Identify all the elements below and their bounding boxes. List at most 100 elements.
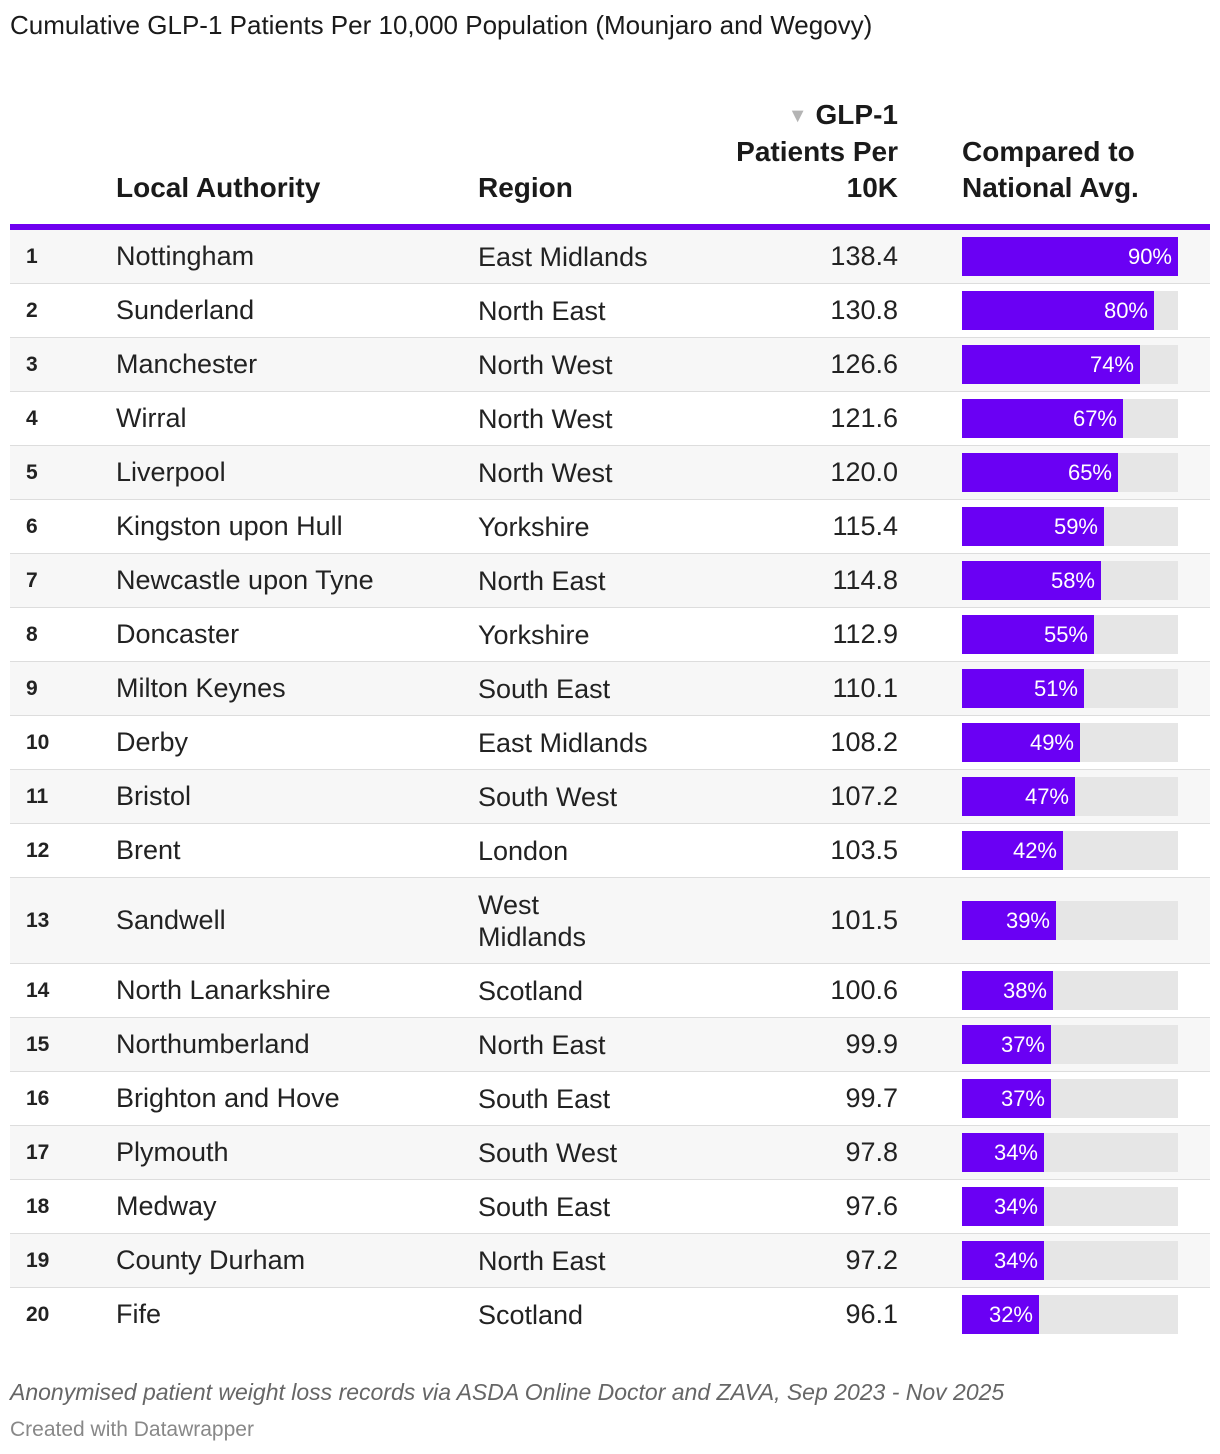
compare-bar-cell: 37% [962,1018,1178,1071]
compare-bar [962,507,1104,546]
region-cell: Scotland [478,975,584,1006]
compare-bar-label: 37% [1000,1086,1045,1111]
bar-track: 74% [962,345,1178,384]
table-row[interactable]: 16 Brighton and Hove South East 99.7 37% [10,1072,1210,1126]
table-row[interactable]: 19 County Durham North East 97.2 34% [10,1234,1210,1288]
rank-cell: 8 [26,622,38,646]
compare-bar-label: 39% [1005,908,1050,933]
column-header-local-authority[interactable]: Local Authority [116,172,321,203]
compare-bar-cell: 38% [962,964,1178,1017]
local-authority-cell: County Durham [116,1245,306,1275]
rank-cell: 3 [26,352,38,376]
glp1-value-cell: 120.0 [830,457,898,487]
compare-bar [962,1187,1044,1226]
region-cell: South East [478,1083,611,1114]
compare-bar-cell: 74% [962,338,1178,391]
compare-bar-label: 59% [1053,514,1098,539]
bar-track: 37% [962,1025,1178,1064]
bar-track: 59% [962,507,1178,546]
credit-link[interactable]: Created with Datawrapper [10,1418,254,1441]
region-cell: Yorkshire [478,619,590,650]
compare-bar [962,831,1063,870]
compare-bar-cell: 32% [962,1288,1178,1341]
compare-bar-label: 47% [1024,784,1069,809]
local-authority-cell: Manchester [116,349,258,379]
table-row[interactable]: 1 Nottingham East Midlands 138.4 90% [10,230,1210,284]
compare-bar-label: 74% [1089,352,1134,377]
rank-cell: 12 [26,838,50,862]
glp1-value-cell: 115.4 [832,511,898,541]
local-authority-cell: Bristol [116,781,192,811]
column-header-glp1-per-10k[interactable]: ▼ GLP-1 Patients Per 10K [736,97,898,206]
glp1-value-cell: 101.5 [830,905,898,935]
column-header-glp1-line3: 10K [846,172,898,203]
compare-bar-cell: 90% [962,230,1178,283]
local-authority-cell: Northumberland [116,1029,310,1059]
compare-bar [962,291,1154,330]
table-row[interactable]: 5 Liverpool North West 120.0 65% [10,446,1210,500]
table-row[interactable]: 9 Milton Keynes South East 110.1 51% [10,662,1210,716]
glp1-value-cell: 110.1 [832,673,898,703]
glp1-value-cell: 103.5 [830,835,898,865]
table-row[interactable]: 11 Bristol South West 107.2 47% [10,770,1210,824]
compare-bar-cell: 55% [962,608,1178,661]
compare-bar-cell: 65% [962,446,1178,499]
compare-bar-cell: 51% [962,662,1178,715]
table-row[interactable]: 15 Northumberland North East 99.9 37% [10,1018,1210,1072]
column-header-region[interactable]: Region [478,172,573,203]
compare-bar-cell: 49% [962,716,1178,769]
table-row[interactable]: 14 North Lanarkshire Scotland 100.6 38% [10,964,1210,1018]
bar-track: 39% [962,901,1178,940]
rank-cell: 1 [26,244,38,268]
table-row[interactable]: 4 Wirral North West 121.6 67% [10,392,1210,446]
glp1-value-cell: 97.2 [845,1245,898,1275]
region-cell: North East [478,295,606,326]
table-row[interactable]: 10 Derby East Midlands 108.2 49% [10,716,1210,770]
table-row[interactable]: 17 Plymouth South West 97.8 34% [10,1126,1210,1180]
region-cell: East Midlands [478,241,648,272]
glp1-value-cell: 99.7 [845,1083,898,1113]
table-row[interactable]: 12 Brent London 103.5 42% [10,824,1210,878]
table-row[interactable]: 13 Sandwell West Midlands 101.5 39% [10,878,1210,964]
region-cell: North West [478,457,613,488]
bar-track: 49% [962,723,1178,762]
table-row[interactable]: 7 Newcastle upon Tyne North East 114.8 58% [10,554,1210,608]
glp1-value-cell: 99.9 [845,1029,898,1059]
compare-bar-label: 55% [1043,622,1088,647]
glp1-value-cell: 126.6 [830,349,898,379]
column-header-glp1-line2: Patients Per [736,136,898,167]
compare-bar-cell: 34% [962,1234,1178,1287]
compare-bar [962,399,1123,438]
local-authority-cell: Newcastle upon Tyne [116,565,374,595]
local-authority-cell: Milton Keynes [116,673,286,703]
bar-track: 47% [962,777,1178,816]
local-authority-cell: Plymouth [116,1137,229,1167]
table-row[interactable]: 18 Medway South East 97.6 34% [10,1180,1210,1234]
local-authority-cell: Brent [116,835,181,865]
table-row[interactable]: 8 Doncaster Yorkshire 112.9 55% [10,608,1210,662]
column-header-compared-national-avg[interactable]: Compared to National Avg. [962,134,1139,206]
ranking-table: Local Authority Region ▼ GLP-1 Patients P… [10,98,1210,1341]
rank-cell: 11 [26,784,49,808]
region-cell: Scotland [478,1299,584,1330]
local-authority-cell: Sandwell [116,905,226,935]
compare-bar-cell: 42% [962,824,1178,877]
compare-bar-label: 49% [1029,730,1074,755]
table-row[interactable]: 20 Fife Scotland 96.1 32% [10,1288,1210,1341]
table-row[interactable]: 6 Kingston upon Hull Yorkshire 115.4 59% [10,500,1210,554]
compare-bar-cell: 67% [962,392,1178,445]
local-authority-cell: North Lanarkshire [116,975,331,1005]
local-authority-cell: Medway [116,1191,217,1221]
compare-bar-cell: 58% [962,554,1178,607]
bar-track: 34% [962,1133,1178,1172]
compare-bar [962,1241,1044,1280]
table-row[interactable]: 3 Manchester North West 126.6 74% [10,338,1210,392]
region-cell: London [478,835,569,866]
compare-bar-cell: 34% [962,1180,1178,1233]
table-body: 1 Nottingham East Midlands 138.4 90% 2 Sunderl… [10,230,1210,1341]
table-row[interactable]: 2 Sunderland North East 130.8 80% [10,284,1210,338]
compare-bar-cell: 34% [962,1126,1178,1179]
compare-bar [962,453,1118,492]
glp1-value-cell: 97.6 [845,1191,898,1221]
compare-bar-label: 58% [1050,568,1095,593]
